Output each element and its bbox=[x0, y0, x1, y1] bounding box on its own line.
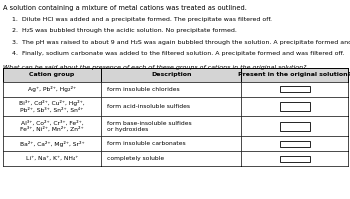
Text: form insoluble chlorides: form insoluble chlorides bbox=[107, 87, 180, 92]
Text: form acid-insoluble sulfides: form acid-insoluble sulfides bbox=[107, 104, 190, 109]
Text: A solution containing a mixture of metal cations was treated as outlined.: A solution containing a mixture of metal… bbox=[3, 5, 247, 11]
Text: completely soluble: completely soluble bbox=[107, 156, 164, 161]
Bar bbox=[280, 122, 310, 131]
Text: Ag⁺, Pb²⁺, Hg₂²⁺: Ag⁺, Pb²⁺, Hg₂²⁺ bbox=[28, 86, 76, 92]
Text: form base-insoluble sulfides
or hydroxides: form base-insoluble sulfides or hydroxid… bbox=[107, 121, 191, 132]
Text: Bi³⁺, Cd²⁺, Cu²⁺, Hg²⁺,
Pb²⁺, Sb³⁺, Sn²⁺, Sn⁴⁺: Bi³⁺, Cd²⁺, Cu²⁺, Hg²⁺, Pb²⁺, Sb³⁺, Sn²⁺… bbox=[19, 100, 85, 113]
Text: Ba²⁺, Ca²⁺, Mg²⁺, Sr²⁺: Ba²⁺, Ca²⁺, Mg²⁺, Sr²⁺ bbox=[20, 141, 84, 147]
Bar bbox=[280, 102, 310, 111]
Text: 4.  Finally, sodium carbonate was added to the filtered solution. A precipitate : 4. Finally, sodium carbonate was added t… bbox=[12, 51, 344, 56]
Text: 3.  The pH was raised to about 9 and H₂S was again bubbled through the solution.: 3. The pH was raised to about 9 and H₂S … bbox=[12, 40, 350, 45]
Text: Description: Description bbox=[151, 72, 191, 77]
Text: Al³⁺, Co²⁺, Cr³⁺, Fe²⁺,
Fe³⁺, Ni²⁺, Mn²⁺, Zn²⁺: Al³⁺, Co²⁺, Cr³⁺, Fe²⁺, Fe³⁺, Ni²⁺, Mn²⁺… bbox=[20, 121, 84, 132]
Text: 1.  Dilute HCl was added and a precipitate formed. The precipitate was filtered : 1. Dilute HCl was added and a precipitat… bbox=[12, 17, 272, 21]
Text: Li⁺, Na⁺, K⁺, NH₄⁺: Li⁺, Na⁺, K⁺, NH₄⁺ bbox=[26, 156, 78, 161]
Bar bbox=[280, 86, 310, 92]
Text: Present in the original solution?: Present in the original solution? bbox=[238, 72, 350, 77]
Text: 2.  H₂S was bubbled through the acidic solution. No precipitate formed.: 2. H₂S was bubbled through the acidic so… bbox=[12, 28, 237, 33]
Bar bbox=[280, 141, 310, 147]
Text: form insoluble carbonates: form insoluble carbonates bbox=[107, 141, 186, 146]
Text: Cation group: Cation group bbox=[29, 72, 75, 77]
Bar bbox=[280, 156, 310, 162]
Text: What can be said about the presence of each of these groups of cations in the or: What can be said about the presence of e… bbox=[3, 65, 306, 70]
